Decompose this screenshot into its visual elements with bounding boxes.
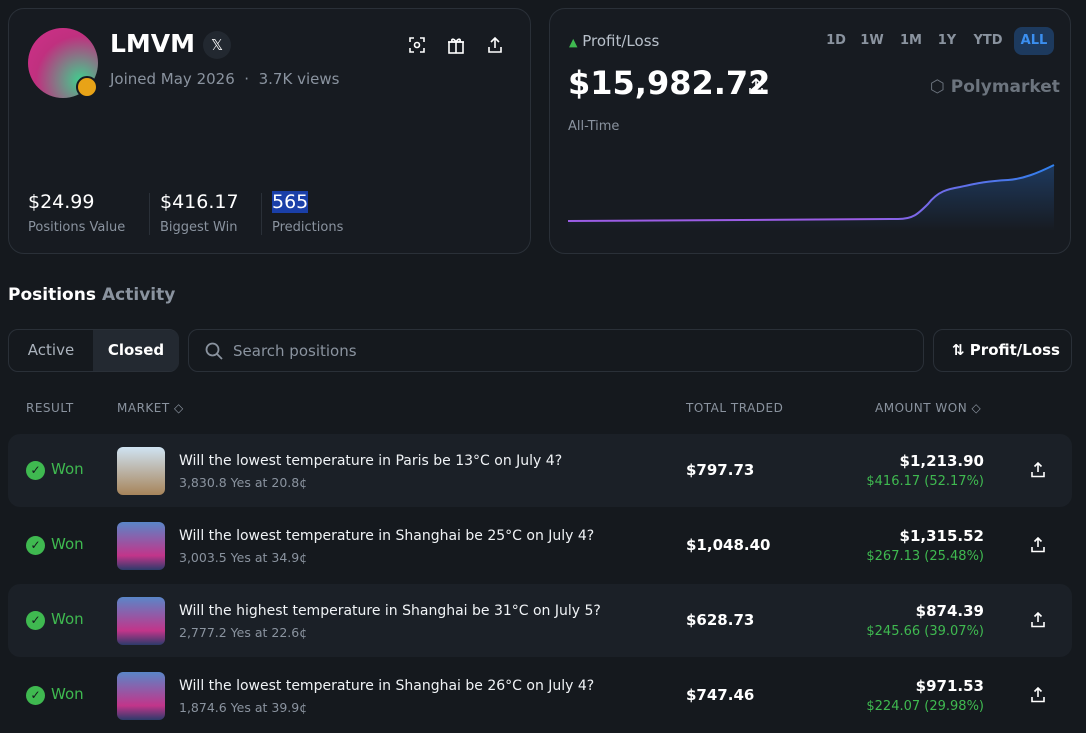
pnl-area bbox=[568, 165, 1054, 231]
filter-button[interactable]: Closed bbox=[93, 330, 179, 371]
search-placeholder: Search positions bbox=[233, 342, 357, 360]
column-header: TOTAL TRADED bbox=[686, 401, 784, 415]
tab[interactable]: Activity bbox=[102, 285, 176, 305]
market-thumb bbox=[117, 672, 165, 720]
market-title[interactable]: Will the lowest temperature in Paris be … bbox=[179, 453, 563, 469]
joined: Joined May 2026 bbox=[110, 70, 235, 88]
range-button[interactable]: 1M bbox=[900, 33, 922, 48]
search-icon bbox=[205, 342, 223, 360]
profile-meta: Joined May 2026 · 3.7K views bbox=[110, 70, 339, 88]
range-button[interactable]: 1D bbox=[826, 33, 846, 48]
amount-won: $1,213.90 bbox=[899, 452, 984, 470]
position-row[interactable] bbox=[8, 509, 1072, 582]
won-icon: ✓ bbox=[26, 461, 45, 480]
amount-won: $971.53 bbox=[915, 677, 984, 695]
market-title[interactable]: Will the lowest temperature in Shanghai … bbox=[179, 528, 595, 544]
position-row[interactable] bbox=[8, 434, 1072, 507]
sort-text: Profit/Loss bbox=[969, 341, 1060, 359]
profile-actions bbox=[409, 36, 502, 54]
filter-button[interactable]: Active bbox=[27, 341, 75, 359]
views: 3.7K views bbox=[258, 70, 340, 88]
column-header[interactable]: AMOUNT WON ◇ bbox=[875, 401, 982, 415]
profile-card: LMVM 𝕏 Joined May 2026 · 3.7K views $24.… bbox=[8, 8, 531, 254]
result: Won bbox=[51, 685, 84, 703]
stat-value: $416.17 bbox=[160, 191, 239, 213]
share-icon[interactable] bbox=[747, 77, 765, 95]
gift-icon[interactable] bbox=[448, 38, 464, 54]
market-thumb bbox=[117, 447, 165, 495]
share-button[interactable] bbox=[1030, 686, 1046, 703]
pnl-period: All-Time bbox=[568, 119, 620, 134]
stat-label: Positions Value bbox=[28, 220, 126, 235]
search-box[interactable]: Search positions bbox=[188, 329, 924, 372]
profit: $267.13 (25.48%) bbox=[866, 549, 984, 564]
profit: $416.17 (52.17%) bbox=[866, 474, 984, 489]
share-button[interactable] bbox=[1030, 536, 1046, 553]
pnl-label-text: Profit/Loss bbox=[582, 32, 660, 50]
divider bbox=[261, 193, 262, 235]
filter-group: Active Closed bbox=[8, 329, 179, 372]
pnl-label: ▲ Profit/Loss bbox=[569, 32, 660, 50]
column-header[interactable]: MARKET ◇ bbox=[117, 401, 184, 415]
range-button[interactable]: 1W bbox=[860, 33, 884, 48]
position-row[interactable] bbox=[8, 659, 1072, 732]
total-traded: $628.73 bbox=[686, 611, 755, 629]
pnl-line bbox=[568, 164, 1055, 222]
market-detail: 2,777.2 Yes at 22.6¢ bbox=[179, 625, 308, 640]
total-traded: $747.46 bbox=[686, 686, 755, 704]
position-row[interactable] bbox=[8, 584, 1072, 657]
market-thumb bbox=[117, 522, 165, 570]
stat-value: $24.99 bbox=[28, 191, 95, 213]
pnl-value: $15,982.72 bbox=[568, 64, 771, 102]
market-thumb bbox=[117, 597, 165, 645]
market-title[interactable]: Will the lowest temperature in Shanghai … bbox=[179, 678, 595, 694]
x-link[interactable]: 𝕏 bbox=[203, 31, 231, 59]
stat-label: Predictions bbox=[272, 220, 344, 235]
stat-label: Biggest Win bbox=[160, 220, 238, 235]
separator: · bbox=[244, 70, 250, 88]
result: Won bbox=[51, 535, 84, 553]
total-traded: $797.73 bbox=[686, 461, 755, 479]
amount-won: $874.39 bbox=[915, 602, 984, 620]
scan-icon[interactable] bbox=[409, 37, 425, 53]
share-button[interactable] bbox=[1030, 461, 1046, 478]
range-button[interactable]: 1Y bbox=[937, 33, 957, 48]
divider bbox=[149, 193, 150, 235]
column-header: RESULT bbox=[26, 401, 74, 415]
result: Won bbox=[51, 610, 84, 628]
won-icon: ✓ bbox=[26, 686, 45, 705]
pnl-chart bbox=[568, 164, 1055, 231]
market-detail: 1,874.6 Yes at 39.9¢ bbox=[179, 700, 308, 715]
total-traded: $1,048.40 bbox=[686, 536, 771, 554]
brand: ⬡ Polymarket bbox=[930, 77, 1060, 97]
pnl-card: ▲ Profit/Loss 1D 1W 1M 1Y YTD ALL $15,982.72 … bbox=[549, 8, 1071, 254]
profit: $245.66 (39.07%) bbox=[866, 624, 984, 639]
badge bbox=[76, 76, 98, 98]
share-icon[interactable] bbox=[488, 36, 502, 53]
market-detail: 3,003.5 Yes at 34.9¢ bbox=[179, 550, 308, 565]
tab[interactable]: Positions bbox=[8, 285, 96, 305]
won-icon: ✓ bbox=[26, 611, 45, 630]
market-title[interactable]: Will the highest temperature in Shanghai… bbox=[179, 603, 601, 619]
brand-text: Polymarket bbox=[950, 77, 1060, 97]
market-detail: 3,830.8 Yes at 20.8¢ bbox=[179, 475, 308, 490]
stat-value: 565 bbox=[272, 191, 309, 213]
sort-label: ⇅ Profit/Loss bbox=[952, 341, 1060, 359]
sort-button[interactable]: ⇅ Profit/Loss bbox=[933, 329, 1072, 372]
range-button[interactable]: ALL bbox=[1014, 27, 1054, 55]
won-icon: ✓ bbox=[26, 536, 45, 555]
range-button[interactable]: YTD bbox=[973, 33, 1003, 48]
amount-won: $1,315.52 bbox=[899, 527, 984, 545]
result: Won bbox=[51, 460, 84, 478]
profit: $224.07 (29.98%) bbox=[866, 699, 984, 714]
profile-name: LMVM bbox=[110, 29, 196, 58]
share-button[interactable] bbox=[1030, 611, 1046, 628]
